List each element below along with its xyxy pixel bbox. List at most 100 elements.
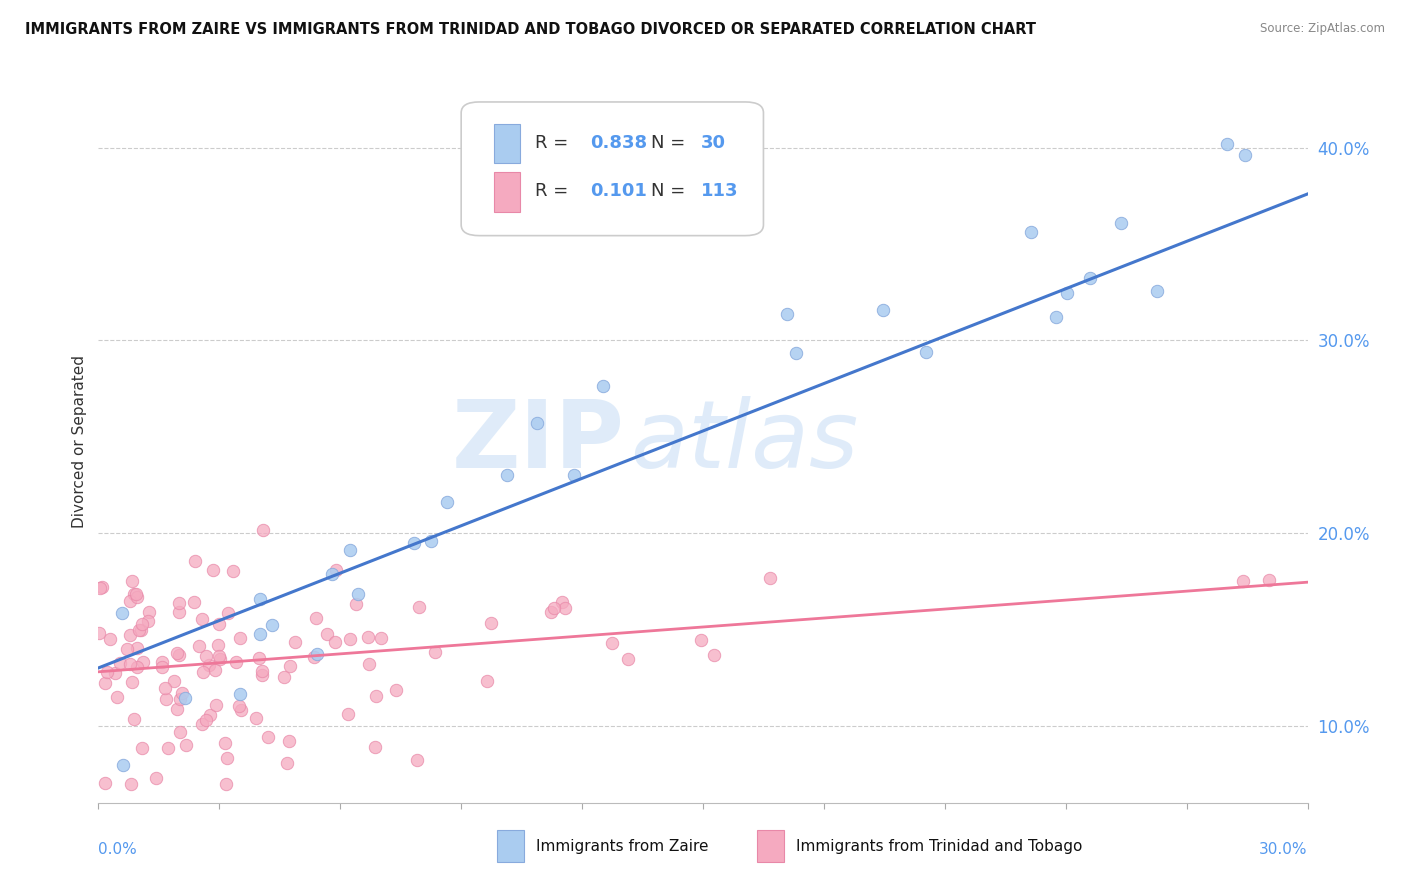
Point — [118, 657, 141, 672]
Point — [759, 571, 782, 585]
Text: 113: 113 — [700, 182, 738, 200]
Point — [122, 712, 145, 726]
Point — [247, 650, 270, 665]
FancyBboxPatch shape — [758, 830, 785, 862]
Point — [1232, 574, 1254, 589]
Point — [526, 416, 548, 430]
Point — [89, 581, 111, 595]
Point — [183, 595, 205, 609]
Point — [222, 565, 245, 579]
Point — [112, 757, 135, 772]
Point — [215, 776, 238, 790]
Point — [475, 674, 498, 689]
Point — [157, 741, 180, 756]
FancyBboxPatch shape — [498, 830, 524, 862]
Point — [405, 753, 427, 767]
Point — [167, 596, 190, 610]
Text: 0.838: 0.838 — [591, 134, 648, 153]
Text: IMMIGRANTS FROM ZAIRE VS IMMIGRANTS FROM TRINIDAD AND TOBAGO DIVORCED OR SEPARAT: IMMIGRANTS FROM ZAIRE VS IMMIGRANTS FROM… — [25, 22, 1036, 37]
Point — [169, 725, 191, 739]
Point — [170, 686, 193, 700]
Point — [111, 606, 134, 620]
Point — [117, 642, 139, 657]
Point — [357, 630, 380, 644]
Text: Immigrants from Trinidad and Tobago: Immigrants from Trinidad and Tobago — [796, 838, 1083, 854]
Point — [191, 665, 214, 679]
Point — [100, 632, 122, 646]
Point — [125, 640, 148, 655]
Point — [564, 467, 586, 482]
Point — [249, 591, 271, 606]
Point — [252, 668, 274, 682]
Point — [208, 648, 231, 663]
Point — [273, 670, 295, 684]
Text: N =: N = — [651, 182, 685, 200]
Point — [138, 605, 160, 619]
Point — [496, 468, 519, 483]
Point — [105, 690, 128, 704]
Point — [96, 665, 118, 680]
Point — [131, 741, 153, 756]
Point — [167, 605, 190, 619]
Point — [1078, 270, 1101, 285]
Point — [205, 698, 228, 712]
FancyBboxPatch shape — [494, 124, 520, 163]
Point — [191, 717, 214, 731]
Point — [690, 633, 713, 648]
Point — [915, 345, 938, 359]
Point — [217, 751, 239, 765]
Point — [217, 606, 239, 620]
Point — [166, 646, 188, 660]
Point — [302, 649, 325, 664]
Point — [145, 771, 167, 785]
Text: Immigrants from Zaire: Immigrants from Zaire — [536, 838, 709, 854]
Point — [195, 648, 218, 663]
Point — [94, 676, 117, 690]
Y-axis label: Divorced or Separated: Divorced or Separated — [72, 355, 87, 528]
Point — [408, 600, 430, 615]
Point — [204, 663, 226, 677]
Text: 30: 30 — [700, 134, 725, 153]
Text: ZIP: ZIP — [451, 395, 624, 488]
Point — [346, 587, 368, 601]
FancyBboxPatch shape — [494, 172, 520, 211]
Point — [325, 635, 347, 649]
Point — [169, 692, 191, 706]
Point — [202, 563, 225, 577]
Text: R =: R = — [534, 134, 568, 153]
Point — [1109, 216, 1132, 230]
Point — [1056, 286, 1078, 301]
Point — [481, 616, 503, 631]
Point — [402, 535, 425, 549]
Point — [357, 657, 380, 671]
Point — [190, 612, 212, 626]
Point — [280, 658, 302, 673]
Point — [551, 595, 574, 609]
Point — [540, 605, 562, 619]
Point — [129, 624, 152, 638]
Point — [321, 567, 343, 582]
Point — [152, 655, 174, 669]
Point — [120, 628, 142, 642]
Point — [122, 587, 145, 601]
Point — [104, 666, 127, 681]
Text: 30.0%: 30.0% — [1260, 842, 1308, 857]
Point — [229, 631, 252, 645]
Text: Source: ZipAtlas.com: Source: ZipAtlas.com — [1260, 22, 1385, 36]
Point — [249, 627, 271, 641]
Point — [257, 730, 280, 744]
Point — [339, 542, 361, 557]
Point — [120, 776, 142, 790]
Point — [1045, 310, 1067, 324]
Point — [419, 533, 441, 548]
Point — [150, 660, 173, 674]
Point — [229, 687, 252, 701]
Point — [121, 675, 143, 690]
Point — [260, 618, 283, 632]
Point — [132, 655, 155, 669]
FancyBboxPatch shape — [461, 102, 763, 235]
Point — [136, 614, 159, 628]
Point — [592, 378, 614, 392]
Point — [252, 523, 274, 537]
Point — [208, 616, 231, 631]
